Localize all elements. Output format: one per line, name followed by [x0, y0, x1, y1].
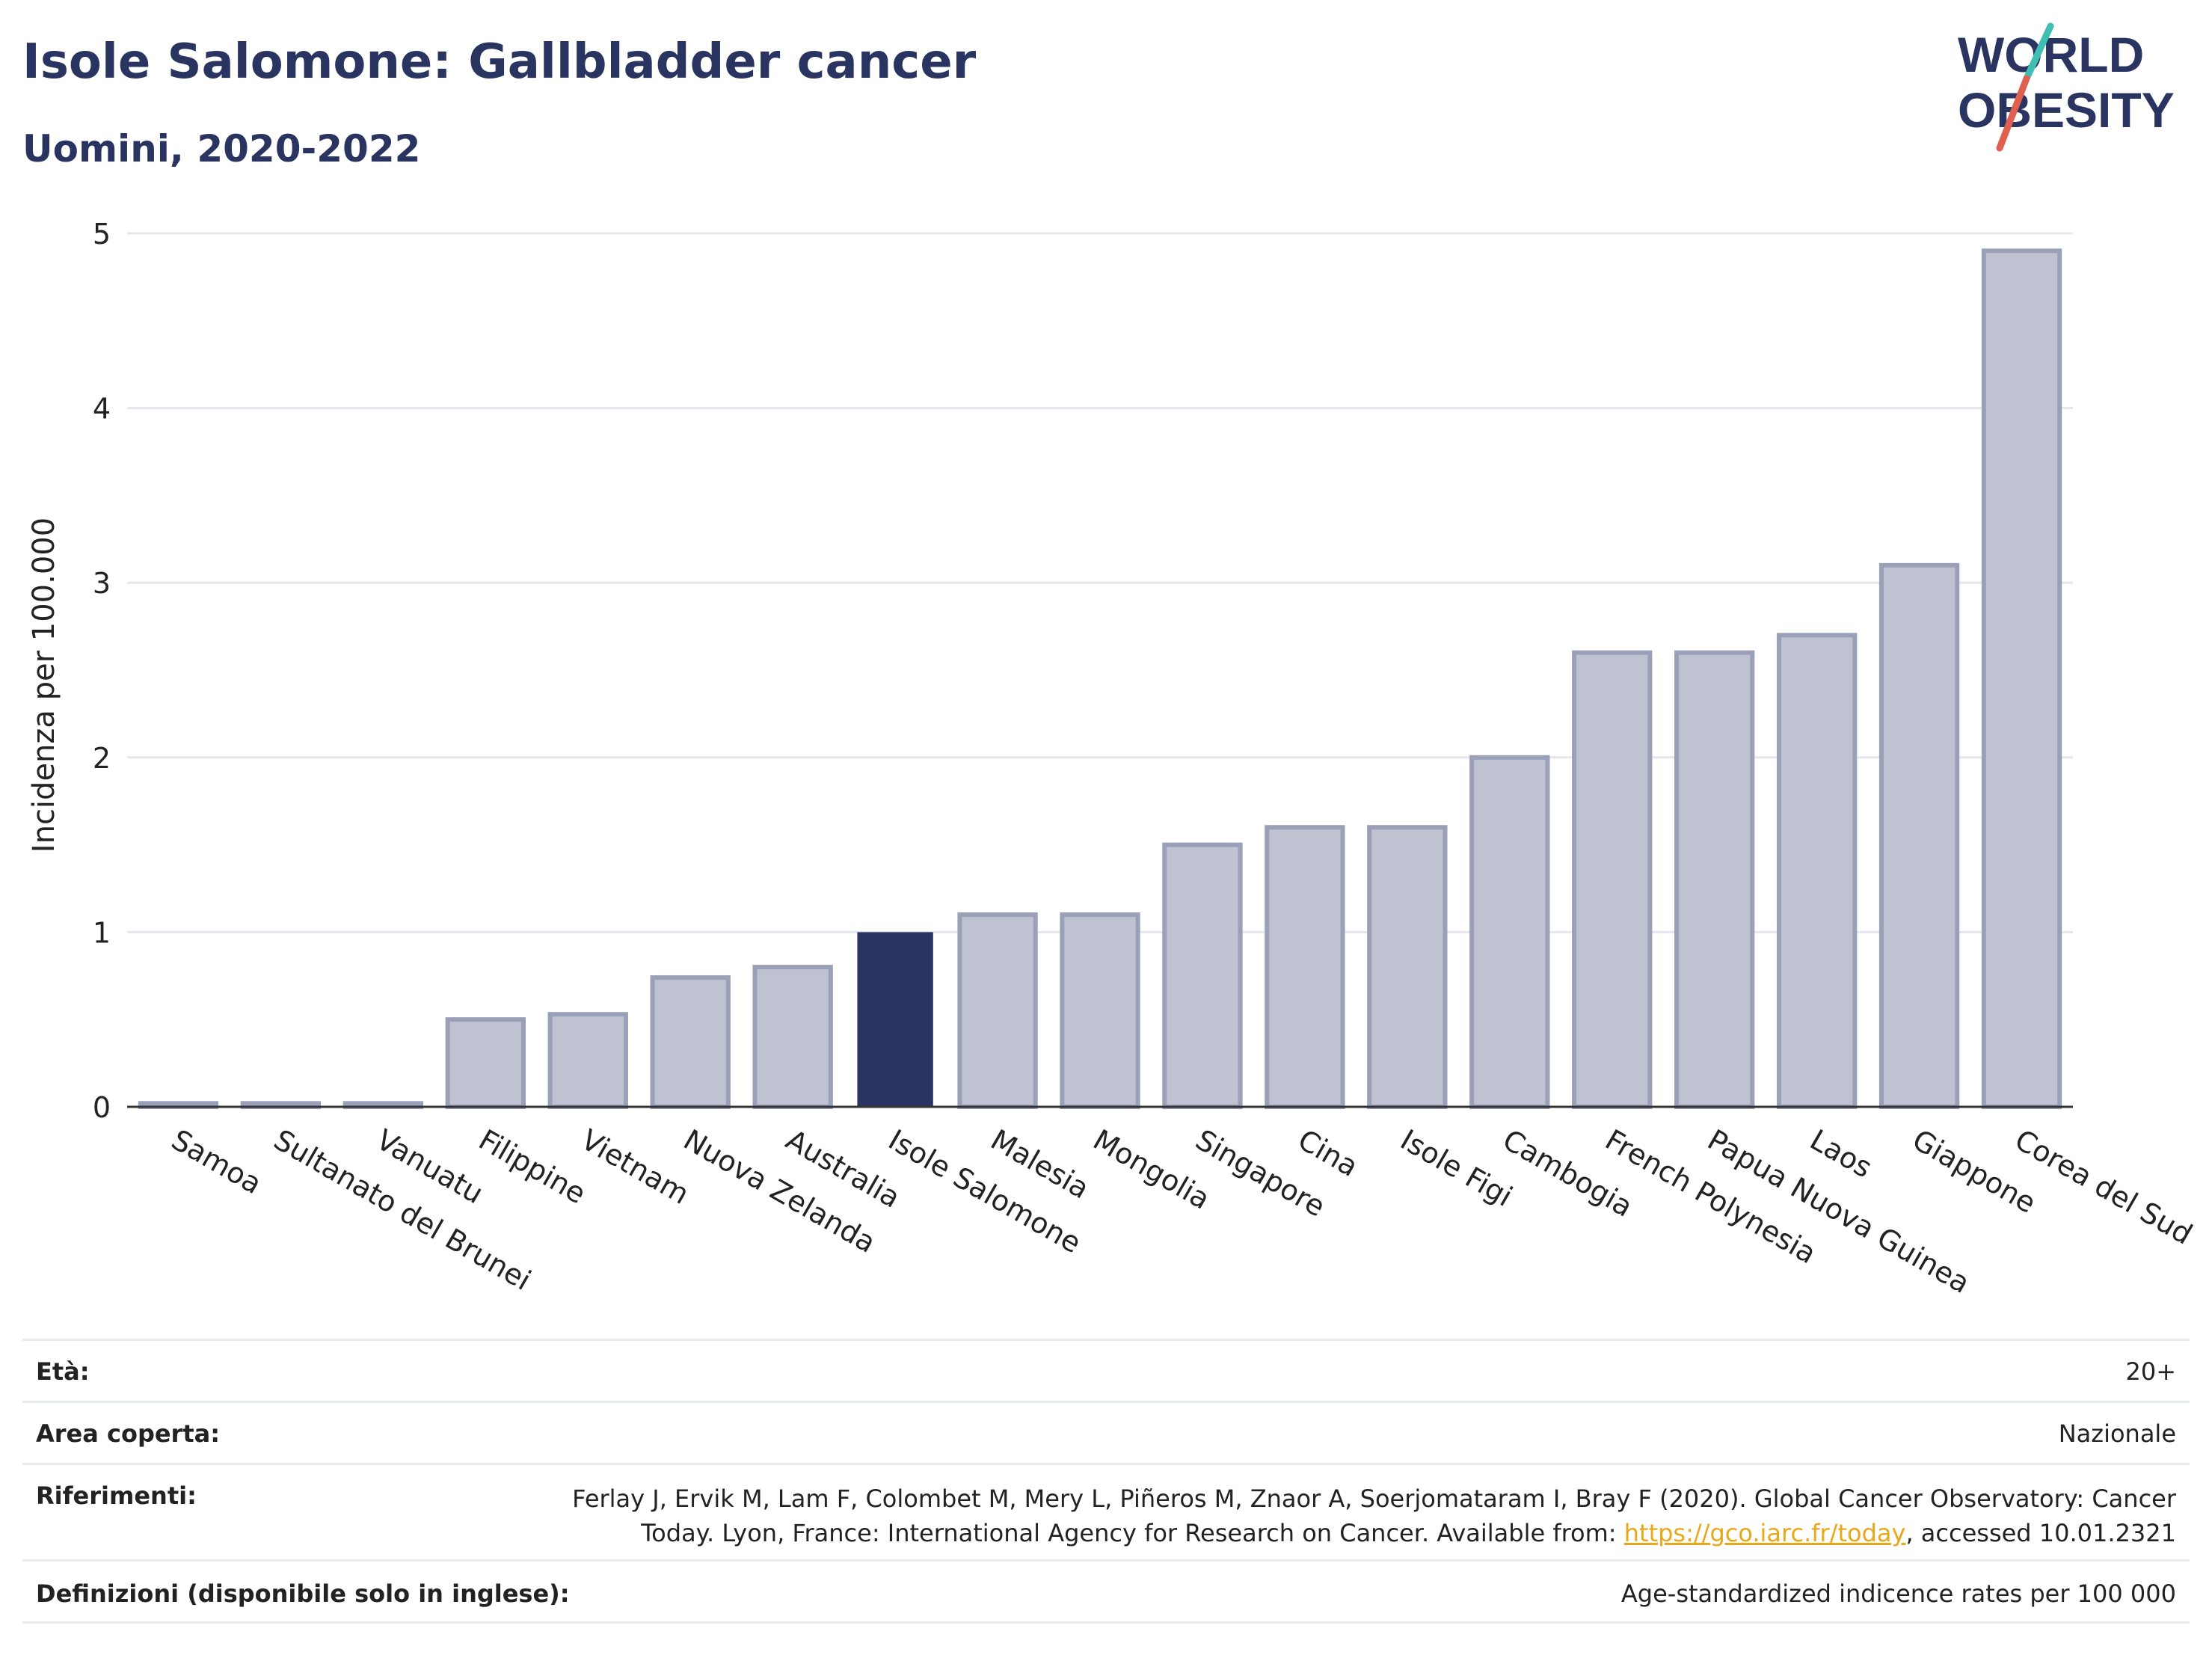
- bar-french-polynesia: [1572, 650, 1653, 1109]
- area-label: Area coperta:: [36, 1419, 221, 1448]
- logo-line1: WORLD: [1958, 27, 2144, 82]
- page-title: Isole Salomone: Gallbladder cancer: [22, 34, 977, 90]
- x-tick-label: Filippine: [473, 1123, 592, 1211]
- eta-label: Età:: [36, 1357, 90, 1386]
- logo-red-stroke: [1996, 75, 2030, 152]
- info-table: Età: 20+ Area coperta: Nazionale Riferim…: [22, 1339, 2190, 1624]
- info-row-riferimenti: Riferimenti: Ferlay J, Ervik M, Lam F, C…: [22, 1463, 2190, 1559]
- bar-cina: [1265, 825, 1345, 1109]
- info-row-definizioni: Definizioni (disponibile solo in inglese…: [22, 1559, 2190, 1624]
- info-row-eta: Età: 20+: [22, 1339, 2190, 1401]
- bar-filippine: [445, 1017, 526, 1109]
- riferimenti-line2-post: , accessed 10.01.2321: [1905, 1519, 2176, 1547]
- y-tick-label: 5: [93, 218, 111, 251]
- riferimenti-link[interactable]: https://gco.iarc.fr/today: [1623, 1519, 1906, 1547]
- x-tick-label: Samoa: [166, 1123, 267, 1201]
- bar-isole-figi: [1367, 825, 1448, 1109]
- y-tick-label: 0: [93, 1091, 111, 1124]
- bar-giappone: [1878, 562, 1960, 1109]
- riferimenti-line2-pre: Today. Lyon, France: International Agenc…: [641, 1519, 1624, 1547]
- riferimenti-line2: Today. Lyon, France: International Agenc…: [572, 1516, 2176, 1550]
- logo-teal-stroke: [2023, 22, 2054, 82]
- x-tick-label: Cina: [1292, 1123, 1363, 1183]
- x-tick-label: Isole Figi: [1395, 1123, 1518, 1213]
- bar-cambogia: [1469, 755, 1550, 1109]
- bar-mongolia: [1060, 912, 1140, 1110]
- bar-vietnam: [547, 1012, 628, 1110]
- y-tick-label: 4: [93, 393, 111, 426]
- page-subtitle: Uomini, 2020-2022: [22, 127, 421, 171]
- y-tick-label: 1: [93, 916, 111, 949]
- world-obesity-logo: WORLD OBESITY: [1958, 22, 2175, 152]
- riferimenti-line1: Ferlay J, Ervik M, Lam F, Colombet M, Me…: [572, 1484, 2176, 1513]
- bar-singapore: [1162, 842, 1243, 1109]
- bar-papua-nuova-guinea: [1674, 650, 1755, 1109]
- x-tick-label: Mongolia: [1088, 1123, 1216, 1216]
- y-axis-label: Incidenza per 100.000: [27, 518, 61, 853]
- bar-malesia: [957, 912, 1038, 1110]
- x-tick-label: Laos: [1804, 1123, 1878, 1185]
- bar-nuova-zelanda: [650, 975, 731, 1109]
- logo-line2: OBESITY: [1958, 82, 2175, 138]
- x-tick-labels: Samoa Sultanato del BruneiVanuatuFilippin…: [166, 1123, 2198, 1300]
- bar-isole-salomone: [857, 932, 933, 1107]
- area-value: Nazionale: [2058, 1419, 2176, 1448]
- bar-chart: 0 1 2 3 4 5 Samoa Sultanato del BruneiVanuatuF…: [27, 218, 2198, 1300]
- bar-corea-del-sud: [1981, 248, 2062, 1109]
- bars: [138, 248, 2062, 1110]
- y-tick-label: 2: [93, 742, 111, 775]
- y-tick-label: 3: [93, 567, 111, 600]
- riferimenti-value: Ferlay J, Ervik M, Lam F, Colombet M, Me…: [572, 1481, 2176, 1550]
- y-tick-labels: 0 1 2 3 4 5: [93, 218, 111, 1124]
- x-tick-label: Corea del Sud: [2009, 1123, 2198, 1251]
- bar-australia: [752, 965, 833, 1109]
- definizioni-label: Definizioni (disponibile solo in inglese…: [36, 1579, 570, 1608]
- x-tick-label: Vietnam: [576, 1123, 695, 1211]
- bar-laos: [1776, 633, 1858, 1109]
- eta-value: 20+: [2125, 1357, 2176, 1386]
- riferimenti-label: Riferimenti:: [36, 1481, 197, 1510]
- info-row-area: Area coperta: Nazionale: [22, 1401, 2190, 1463]
- definizioni-value: Age-standardized indicence rates per 100…: [1620, 1579, 2176, 1608]
